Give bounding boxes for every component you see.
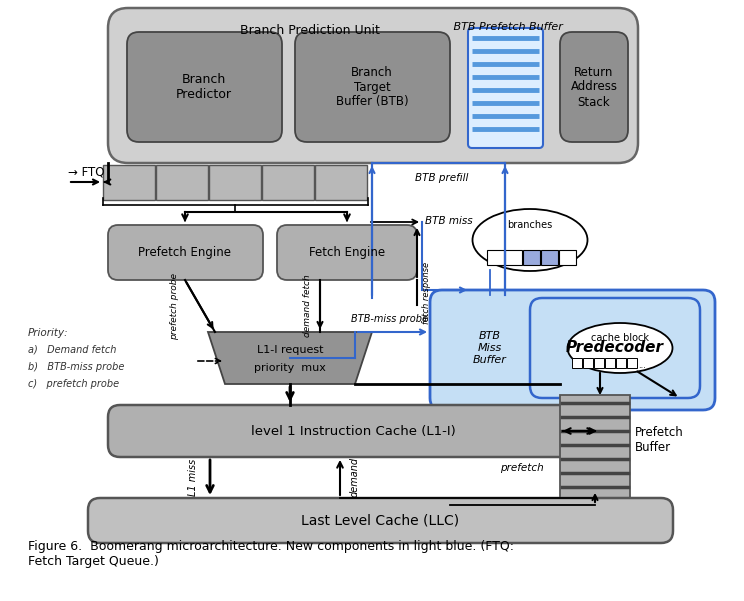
Text: Figure 6.  Boomerang microarchitecture. New components in light blue. (FTQ:
Fetc: Figure 6. Boomerang microarchitecture. N… xyxy=(28,540,514,568)
FancyBboxPatch shape xyxy=(541,250,558,265)
FancyBboxPatch shape xyxy=(108,225,263,280)
Text: Fetch Engine: Fetch Engine xyxy=(309,246,385,260)
FancyBboxPatch shape xyxy=(572,358,582,368)
Text: priority  mux: priority mux xyxy=(254,363,326,373)
Text: branches: branches xyxy=(507,220,553,230)
Text: Last Level Cache (LLC): Last Level Cache (LLC) xyxy=(301,514,459,528)
Text: prefetch probe: prefetch probe xyxy=(170,272,179,340)
FancyBboxPatch shape xyxy=(430,290,715,410)
Ellipse shape xyxy=(568,323,673,373)
Text: Prefetch Engine: Prefetch Engine xyxy=(138,246,231,260)
Text: demand fetch: demand fetch xyxy=(304,275,312,337)
FancyBboxPatch shape xyxy=(627,358,637,368)
FancyBboxPatch shape xyxy=(560,32,628,142)
Text: BTB
Miss
Buffer: BTB Miss Buffer xyxy=(473,331,507,365)
Text: Predecoder: Predecoder xyxy=(566,341,664,356)
FancyBboxPatch shape xyxy=(505,250,522,265)
FancyBboxPatch shape xyxy=(108,8,638,163)
FancyBboxPatch shape xyxy=(616,358,626,368)
Text: b)   BTB-miss probe: b) BTB-miss probe xyxy=(28,362,124,372)
FancyBboxPatch shape xyxy=(487,250,504,265)
FancyBboxPatch shape xyxy=(209,165,261,200)
FancyBboxPatch shape xyxy=(108,405,598,457)
Polygon shape xyxy=(208,332,372,384)
FancyBboxPatch shape xyxy=(583,358,593,368)
FancyBboxPatch shape xyxy=(156,165,208,200)
Ellipse shape xyxy=(472,209,588,271)
Text: Return
Address
Stack: Return Address Stack xyxy=(571,66,618,109)
FancyBboxPatch shape xyxy=(127,32,282,142)
FancyBboxPatch shape xyxy=(277,225,417,280)
Text: BTB-miss probe: BTB-miss probe xyxy=(351,314,429,324)
Text: L1 miss: L1 miss xyxy=(188,459,198,496)
FancyBboxPatch shape xyxy=(468,28,543,148)
FancyBboxPatch shape xyxy=(88,498,673,543)
FancyBboxPatch shape xyxy=(523,250,540,265)
Text: L1-I request: L1-I request xyxy=(257,345,323,355)
Text: Branch
Predictor: Branch Predictor xyxy=(176,73,232,101)
FancyBboxPatch shape xyxy=(262,165,314,200)
Text: level 1 Instruction Cache (L1-I): level 1 Instruction Cache (L1-I) xyxy=(251,424,455,438)
FancyBboxPatch shape xyxy=(559,250,576,265)
Text: → FTQ: → FTQ xyxy=(68,166,104,179)
Text: cache block: cache block xyxy=(591,333,649,343)
Text: demand: demand xyxy=(350,457,360,497)
Text: Branch
Target
Buffer (BTB): Branch Target Buffer (BTB) xyxy=(336,66,408,109)
Text: Priority:: Priority: xyxy=(28,328,68,338)
Text: fetch response: fetch response xyxy=(422,261,431,323)
FancyBboxPatch shape xyxy=(103,165,155,200)
FancyBboxPatch shape xyxy=(530,298,700,398)
Text: Branch Prediction Unit: Branch Prediction Unit xyxy=(240,24,380,37)
FancyBboxPatch shape xyxy=(295,32,450,142)
FancyBboxPatch shape xyxy=(594,358,604,368)
FancyBboxPatch shape xyxy=(605,358,615,368)
Text: a)   Demand fetch: a) Demand fetch xyxy=(28,345,116,355)
Text: BTB miss: BTB miss xyxy=(425,216,472,226)
FancyBboxPatch shape xyxy=(315,165,367,200)
Text: BTB prefill: BTB prefill xyxy=(415,173,469,183)
Text: ...: ... xyxy=(638,361,646,370)
FancyBboxPatch shape xyxy=(560,395,630,505)
Text: Prefetch
Buffer: Prefetch Buffer xyxy=(635,426,684,454)
Text: prefetch: prefetch xyxy=(500,463,544,473)
Text: BTB Prefetch Buffer: BTB Prefetch Buffer xyxy=(450,22,563,32)
Text: c)   prefetch probe: c) prefetch probe xyxy=(28,379,119,389)
